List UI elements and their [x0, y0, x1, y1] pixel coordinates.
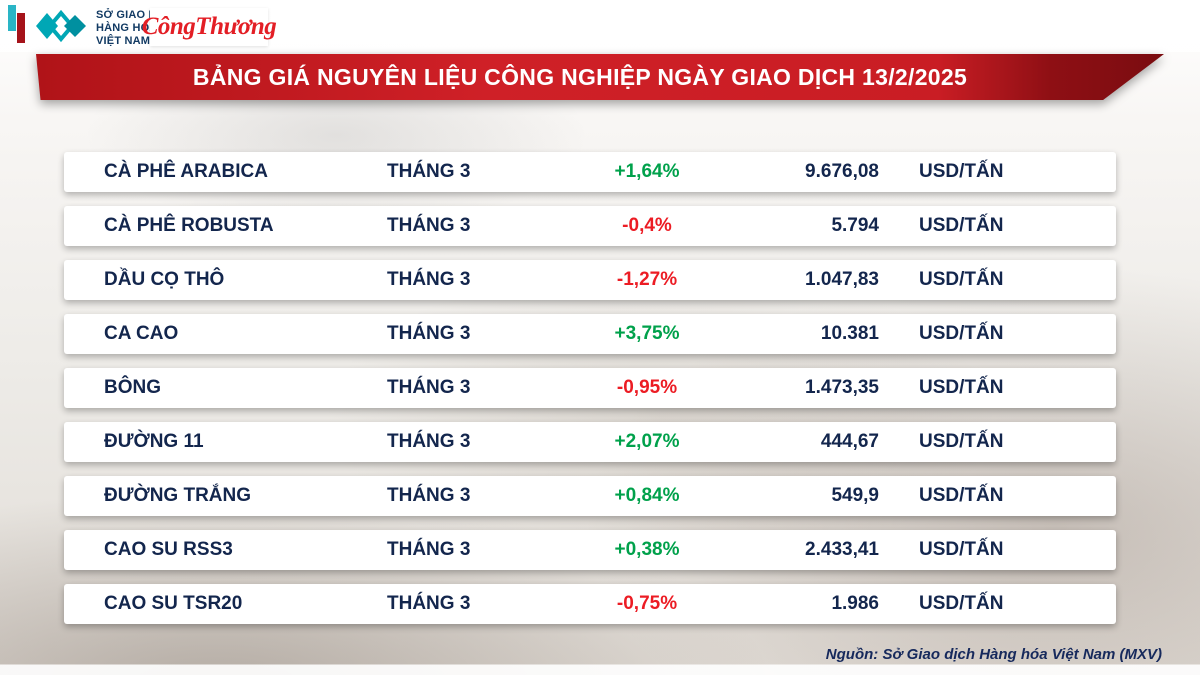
- price-value: 2.433,41: [805, 539, 879, 560]
- mxv-line-3: VIỆT NAM: [96, 35, 151, 47]
- contract-month: THÁNG 3: [387, 431, 471, 452]
- price-unit: USD/TẤN: [919, 431, 1004, 452]
- price-unit: USD/TẤN: [919, 539, 1004, 560]
- price-unit: USD/TẤN: [919, 161, 1004, 182]
- table-row: CAO SU TSR20 THÁNG 3 -0,75% 1.986 USD/TẤ…: [64, 584, 1116, 624]
- commodity-name: ĐƯỜNG 11: [104, 431, 204, 452]
- commodity-name: BÔNG: [104, 377, 161, 398]
- change-percent: +0,38%: [614, 539, 680, 560]
- change-percent: +1,64%: [614, 161, 680, 182]
- contract-month: THÁNG 3: [387, 539, 471, 560]
- table-row: ĐƯỜNG TRẮNG THÁNG 3 +0,84% 549,9 USD/TẤN: [64, 476, 1116, 516]
- price-unit: USD/TẤN: [919, 323, 1004, 344]
- price-value: 10.381: [820, 323, 879, 344]
- contract-month: THÁNG 3: [387, 485, 471, 506]
- commodity-name: CÀ PHÊ ROBUSTA: [104, 215, 274, 236]
- table-row: CA CAO THÁNG 3 +3,75% 10.381 USD/TẤN: [64, 314, 1116, 354]
- change-percent: -1,27%: [616, 269, 678, 290]
- mxv-diamonds-icon: [34, 6, 88, 51]
- title-banner: BẢNG GIÁ NGUYÊN LIỆU CÔNG NGHIỆP NGÀY GI…: [36, 54, 1164, 100]
- price-unit: USD/TẤN: [919, 215, 1004, 236]
- congthuong-wordmark: CôngThương: [141, 13, 277, 40]
- contract-month: THÁNG 3: [387, 161, 471, 182]
- change-percent: +2,07%: [614, 431, 680, 452]
- change-percent: -0,95%: [616, 377, 678, 398]
- price-value: 1.986: [831, 593, 879, 614]
- price-value: 9.676,08: [805, 161, 879, 182]
- commodity-name: CAO SU RSS3: [104, 539, 233, 560]
- decorative-corner-bars: [8, 5, 28, 47]
- commodity-name: CA CAO: [104, 323, 179, 344]
- table-row: ĐƯỜNG 11 THÁNG 3 +2,07% 444,67 USD/TẤN: [64, 422, 1116, 462]
- commodity-name: CAO SU TSR20: [104, 593, 243, 614]
- congthuong-logo: CôngThương: [142, 8, 277, 46]
- contract-month: THÁNG 3: [387, 215, 471, 236]
- price-value: 1.473,35: [805, 377, 879, 398]
- price-unit: USD/TẤN: [919, 485, 1004, 506]
- contract-month: THÁNG 3: [387, 593, 471, 614]
- commodity-name: CÀ PHÊ ARABICA: [104, 161, 268, 182]
- page-title: BẢNG GIÁ NGUYÊN LIỆU CÔNG NGHIỆP NGÀY GI…: [192, 64, 968, 90]
- commodity-name: DẦU CỌ THÔ: [104, 269, 225, 290]
- commodity-name: ĐƯỜNG TRẮNG: [104, 485, 252, 506]
- cyan-bar: [8, 5, 16, 31]
- price-unit: USD/TẤN: [919, 269, 1004, 290]
- change-percent: +0,84%: [614, 485, 680, 506]
- contract-month: THÁNG 3: [387, 269, 471, 290]
- table-row: CÀ PHÊ ARABICA THÁNG 3 +1,64% 9.676,08 U…: [64, 152, 1116, 192]
- price-value: 1.047,83: [805, 269, 879, 290]
- price-unit: USD/TẤN: [919, 593, 1004, 614]
- source-attribution: Nguồn: Sở Giao dịch Hàng hóa Việt Nam (M…: [825, 646, 1162, 663]
- contract-month: THÁNG 3: [387, 377, 471, 398]
- price-value: 549,9: [831, 485, 879, 506]
- contract-month: THÁNG 3: [387, 323, 471, 344]
- price-value: 5.794: [831, 215, 879, 236]
- title-banner-ribbon: [36, 54, 1164, 100]
- table-row: BÔNG THÁNG 3 -0,95% 1.473,35 USD/TẤN: [64, 368, 1116, 408]
- change-percent: -0,4%: [622, 215, 672, 236]
- change-percent: -0,75%: [616, 593, 678, 614]
- change-percent: +3,75%: [614, 323, 680, 344]
- table-row: CAO SU RSS3 THÁNG 3 +0,38% 2.433,41 USD/…: [64, 530, 1116, 570]
- mxv-line-2: HÀNG HÓA: [96, 22, 158, 34]
- price-table: CÀ PHÊ ARABICA THÁNG 3 +1,64% 9.676,08 U…: [64, 152, 1116, 638]
- red-bar: [17, 13, 25, 43]
- price-value: 444,67: [820, 431, 879, 452]
- table-row: CÀ PHÊ ROBUSTA THÁNG 3 -0,4% 5.794 USD/T…: [64, 206, 1116, 246]
- table-row: DẦU CỌ THÔ THÁNG 3 -1,27% 1.047,83 USD/T…: [64, 260, 1116, 300]
- price-unit: USD/TẤN: [919, 377, 1004, 398]
